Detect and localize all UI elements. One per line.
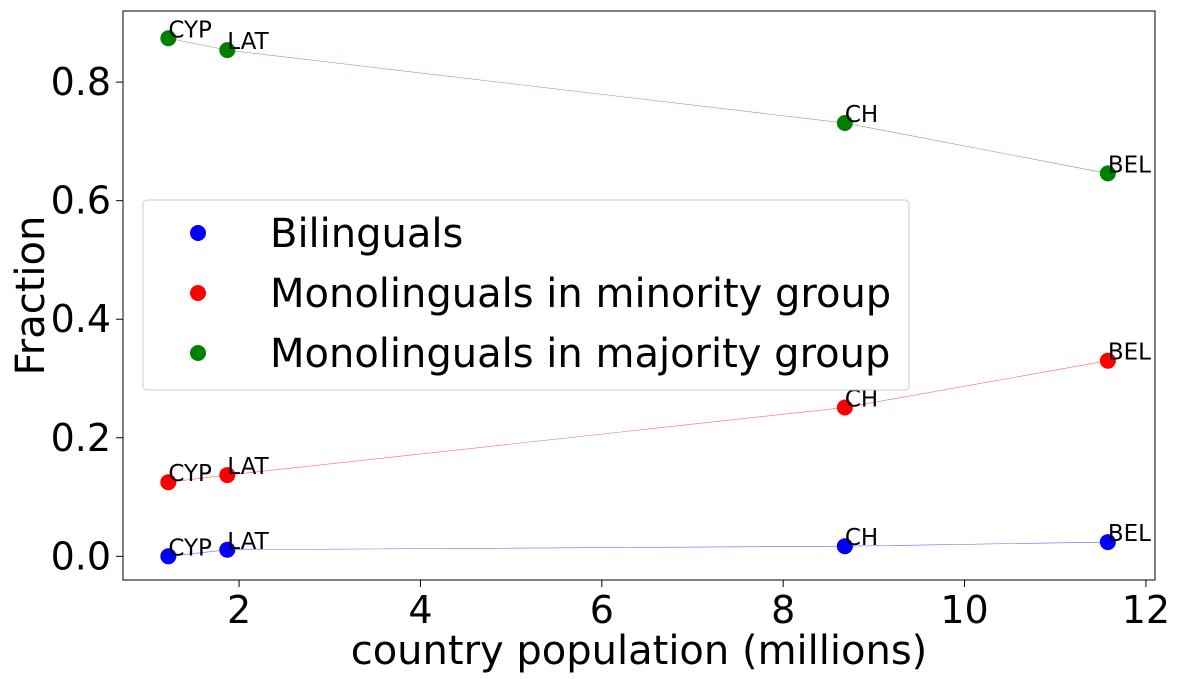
data-point [1099,165,1116,182]
x-tick-label: 4 [408,588,432,632]
series-line-1 [168,360,1108,483]
data-point [160,30,177,47]
legend-box [142,199,910,391]
legend-label: Bilinguals [270,211,463,257]
data-point [219,42,236,59]
data-point [160,474,177,491]
series-lines [168,37,1108,557]
point-label: CYP [168,17,212,43]
data-point [1099,534,1116,551]
legend-marker [190,285,206,301]
y-axis-label: Fraction [8,216,54,376]
x-tick-label: 6 [590,588,614,632]
x-tick-label: 2 [227,588,251,632]
data-point [836,538,853,555]
x-axis-label: country population (millions) [351,628,928,674]
y-tick-label: 0.2 [51,416,111,460]
data-point [219,541,236,558]
data-point [1099,352,1116,369]
plot-area-frame [122,10,1156,581]
x-tick-label: 10 [940,588,988,632]
point-labels: CYP LAT CH BEL CYP LAT CH BEL CYP LAT CH BEL [168,17,1151,561]
point-label: LAT [227,529,269,555]
y-tick-label: 0.6 [51,179,111,223]
y-tick-label: 0.8 [51,60,111,104]
point-label: BEL [1108,521,1151,547]
legend-marker [190,345,206,361]
point-label: CH [845,525,878,551]
x-tick-label: 8 [771,588,795,632]
y-tick-label: 0.4 [51,297,111,341]
series-line-2 [168,37,1108,174]
x-axis-ticks: 2 4 6 8 10 12 [227,580,1170,632]
legend-label: Monolinguals in minority group [270,271,891,317]
y-tick-label: 0.0 [51,534,111,578]
data-point [160,548,177,565]
y-axis-ticks: 0.0 0.2 0.4 0.6 0.8 [51,60,123,578]
x-tick-label: 12 [1122,588,1170,632]
series-line-0 [168,541,1108,557]
point-label: CYP [168,461,212,487]
point-label: CH [845,102,878,128]
point-label: BEL [1108,340,1151,366]
point-label: BEL [1108,152,1151,178]
point-label: CYP [168,535,212,561]
point-label: LAT [227,29,269,55]
point-label: CH [845,387,878,413]
legend-marker [190,225,206,241]
point-label: LAT [227,454,269,480]
data-point [836,399,853,416]
data-point [836,115,853,132]
data-point [219,467,236,484]
data-points [160,30,1116,565]
legend-label: Monolinguals in majority group [270,331,890,377]
legend: Bilinguals Monolinguals in minority group… [142,199,910,391]
